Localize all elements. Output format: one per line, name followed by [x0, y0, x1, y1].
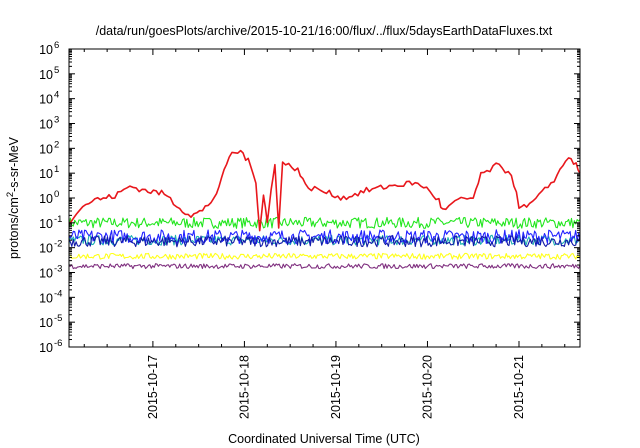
y-tick-label: 10	[39, 142, 53, 156]
y-tick-label: 10	[39, 217, 53, 231]
series-line-4	[68, 229, 581, 245]
y-tick-exponent: 3	[54, 115, 59, 126]
y-tick-exponent: 0	[54, 189, 59, 200]
x-tick-label: 2015-10-17	[146, 355, 160, 419]
x-tick-label: 2015-10-18	[237, 355, 251, 419]
series-line-1	[68, 149, 581, 232]
y-tick-exponent: -6	[54, 338, 62, 349]
plot-frame	[68, 48, 581, 348]
x-tick-label: 2015-10-19	[329, 355, 343, 419]
y-tick-exponent: -3	[54, 264, 62, 275]
y-tick-exponent: -2	[54, 239, 62, 250]
y-tick-label: 10	[39, 291, 53, 305]
y-tick-exponent: -1	[54, 214, 62, 225]
y-tick-exponent: 5	[54, 65, 59, 76]
series-line-2	[68, 216, 581, 229]
series-line-7	[68, 263, 581, 270]
y-tick-exponent: 2	[54, 139, 59, 150]
y-tick-exponent: 6	[54, 40, 59, 51]
y-tick-label: 10	[39, 43, 53, 57]
y-tick-exponent: -5	[54, 313, 62, 324]
y-tick-label: 10	[39, 192, 53, 206]
y-tick-exponent: 4	[54, 90, 59, 101]
y-tick-label: 10	[39, 341, 53, 355]
y-tick-exponent: 1	[54, 164, 59, 175]
y-tick-label: 10	[39, 118, 53, 132]
y-tick-exponent: -4	[54, 288, 62, 299]
x-axis-label: Coordinated Universal Time (UTC)	[228, 432, 420, 446]
x-tick-label: 2015-10-20	[421, 355, 435, 419]
y-tick-label: 10	[39, 167, 53, 181]
y-tick-label: 10	[39, 267, 53, 281]
y-tick-label: 10	[39, 68, 53, 82]
y-tick-label: 10	[39, 242, 53, 256]
y-tick-label: 10	[39, 93, 53, 107]
series-line-5	[68, 235, 581, 248]
chart-title: /data/run/goesPlots/archive/2015-10-21/1…	[96, 24, 553, 38]
y-tick-label: 10	[39, 316, 53, 330]
y-axis-label: protons/cm2-s-sr-MeV	[5, 136, 21, 259]
x-tick-label: 2015-10-21	[512, 355, 526, 419]
series-layer	[68, 149, 581, 270]
series-line-6	[68, 252, 581, 260]
ticks-layer: 10 -610 -510 -410 -310 -210 -110 010 110 210 310 41…	[39, 40, 580, 419]
